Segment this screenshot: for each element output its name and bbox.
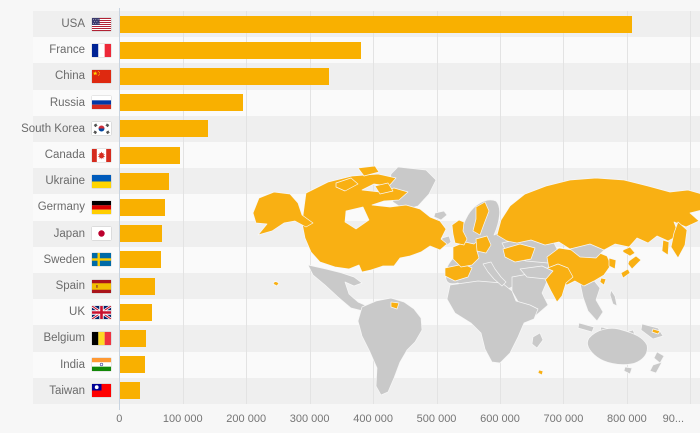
row-label-japan: Japan [53, 227, 85, 240]
bar-france[interactable] [120, 41, 362, 59]
map-alaska[interactable] [252, 191, 314, 236]
map-sweden[interactable] [472, 201, 490, 236]
world-map[interactable] [250, 165, 700, 410]
map-tasmania [623, 366, 633, 375]
flag-kr-icon [92, 122, 111, 136]
flag-be-icon [92, 332, 111, 345]
x-tick-2: 200 000 [226, 413, 267, 425]
flag-de-icon [92, 201, 111, 214]
map-africa [446, 280, 539, 364]
x-tick-5: 500 000 [416, 413, 457, 425]
flag-es-icon [92, 279, 111, 293]
map-new-caledonia [651, 328, 661, 335]
x-tick-9: 90... [662, 413, 685, 425]
row-label-spain: Spain [55, 280, 85, 292]
row-label-belgium: Belgium [43, 332, 85, 345]
map-sakhalin [661, 239, 670, 256]
flag-jp-icon [92, 227, 111, 241]
map-mongolia [569, 243, 605, 259]
bar-uk[interactable] [120, 303, 152, 321]
bar-taiwan[interactable] [120, 382, 141, 400]
flag-in-icon [92, 358, 111, 372]
row-label-germany: Germany [37, 201, 85, 214]
map-uk[interactable] [451, 219, 468, 246]
bar-sweden[interactable] [120, 251, 161, 269]
map-canada-arctic-islands [335, 165, 394, 195]
map-iceland [433, 210, 448, 221]
flag-fr-icon [92, 43, 111, 57]
row-label-ukraine: Ukraine [45, 175, 85, 188]
x-tick-0: 0 [116, 413, 123, 425]
row-label-india: India [60, 358, 85, 371]
map-southeast-asia [579, 277, 604, 322]
bar-japan[interactable] [120, 225, 162, 243]
flag-ua-icon [92, 174, 111, 188]
gridline [500, 11, 501, 404]
bar-belgium[interactable] [120, 330, 146, 347]
bar-russia[interactable] [120, 94, 244, 112]
map-japan[interactable] [620, 246, 642, 279]
map-italy [482, 261, 507, 287]
row-label-china: China [54, 70, 85, 83]
row-label-canada: Canada [44, 149, 85, 161]
map-reunion [537, 369, 544, 376]
map-hawaii [272, 280, 280, 287]
map-usa-canada[interactable] [301, 173, 448, 273]
map-russia[interactable] [496, 177, 700, 252]
row-label-sweden: Sweden [43, 253, 85, 266]
gridline [246, 11, 248, 404]
map-mexico-central-america [307, 264, 368, 312]
row-label-uk: UK [69, 306, 85, 319]
map-south-america [357, 297, 423, 396]
map-new-zealand [649, 351, 665, 374]
x-tick-8: 800 000 [607, 413, 647, 425]
x-tick-3: 300 000 [289, 413, 330, 425]
row-label-usa: USA [61, 18, 85, 30]
x-tick-7: 700 000 [543, 413, 584, 425]
y-axis-line [119, 8, 120, 410]
x-tick-6: 600 000 [480, 413, 520, 425]
row-label-france: France [49, 44, 85, 57]
flag-ru-icon [92, 96, 111, 110]
map-taiwan[interactable] [599, 277, 607, 286]
bar-usa[interactable] [120, 15, 633, 33]
map-south-korea[interactable] [608, 257, 617, 270]
map-philippines [609, 289, 618, 307]
x-tick-1: 100 000 [162, 413, 203, 425]
flag-us-icon [92, 17, 111, 31]
map-kamchatka [670, 221, 688, 259]
row-label-taiwan: Taiwan [49, 384, 85, 397]
map-ukraine[interactable] [502, 243, 536, 263]
flag-ca-icon [92, 148, 111, 162]
map-turkey [519, 265, 554, 280]
bar-spain[interactable] [120, 277, 155, 295]
flag-cn-icon [92, 70, 111, 83]
bar-south-korea[interactable] [120, 120, 208, 138]
bar-india[interactable] [120, 356, 146, 374]
gridline [182, 11, 184, 404]
map-australia [587, 327, 648, 365]
map-germany[interactable] [475, 235, 492, 254]
flag-se-icon [92, 253, 111, 267]
bar-canada[interactable] [120, 146, 180, 164]
map-french-guiana [390, 301, 400, 310]
row-label-south-korea: South Korea [21, 122, 85, 135]
x-tick-4: 400 000 [353, 413, 393, 425]
flag-tw-icon [92, 384, 111, 398]
row-stripe [33, 377, 700, 404]
flag-gb-icon [92, 305, 111, 319]
row-label-russia: Russia [49, 96, 85, 109]
map-madagascar [531, 332, 544, 349]
bar-germany[interactable] [120, 199, 166, 216]
bar-china[interactable] [120, 68, 329, 85]
bar-ukraine[interactable] [120, 172, 169, 190]
gridline [436, 11, 438, 404]
map-india[interactable] [544, 263, 574, 303]
